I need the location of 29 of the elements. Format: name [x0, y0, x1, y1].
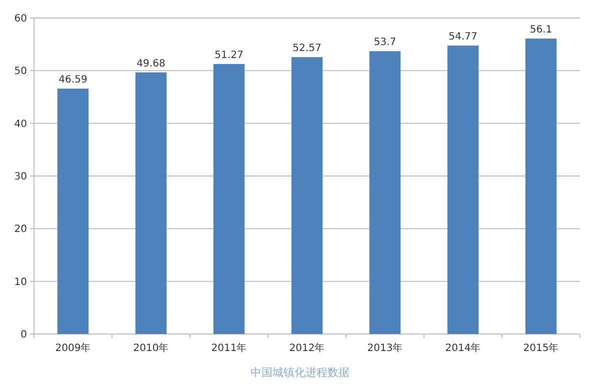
x-tick-label: 2010年	[133, 342, 169, 354]
y-tick-label: 20	[14, 224, 27, 236]
data-label: 56.1	[530, 24, 552, 36]
x-tick-label: 2013年	[367, 342, 403, 354]
data-label: 46.59	[58, 74, 88, 86]
data-label: 52.57	[292, 43, 322, 54]
y-tick-label: 40	[14, 118, 27, 130]
x-tick-label: 2014年	[445, 342, 481, 354]
x-tick-label: 2009年	[55, 342, 91, 354]
bar	[135, 72, 167, 334]
bar	[291, 57, 323, 334]
bar	[525, 38, 557, 334]
y-tick-label: 0	[20, 330, 27, 340]
data-label: 49.68	[136, 58, 166, 70]
y-tick-label: 50	[14, 66, 27, 78]
text: 中国城镇化进程数据	[250, 366, 350, 379]
data-label: 54.77	[448, 32, 478, 43]
bar	[57, 88, 89, 334]
x-tick-label: 2015年	[523, 342, 559, 354]
data-label: 51.27	[214, 50, 244, 61]
x-tick-label: 2012年	[289, 342, 325, 354]
x-tick-label: 2011年	[211, 342, 247, 354]
y-tick-label: 30	[14, 172, 27, 182]
bar	[447, 46, 479, 334]
y-tick-label: 10	[14, 276, 27, 288]
bar	[369, 51, 401, 334]
y-tick-label: 60	[14, 14, 27, 24]
data-label: 53.7	[374, 37, 396, 48]
bar	[213, 64, 245, 334]
